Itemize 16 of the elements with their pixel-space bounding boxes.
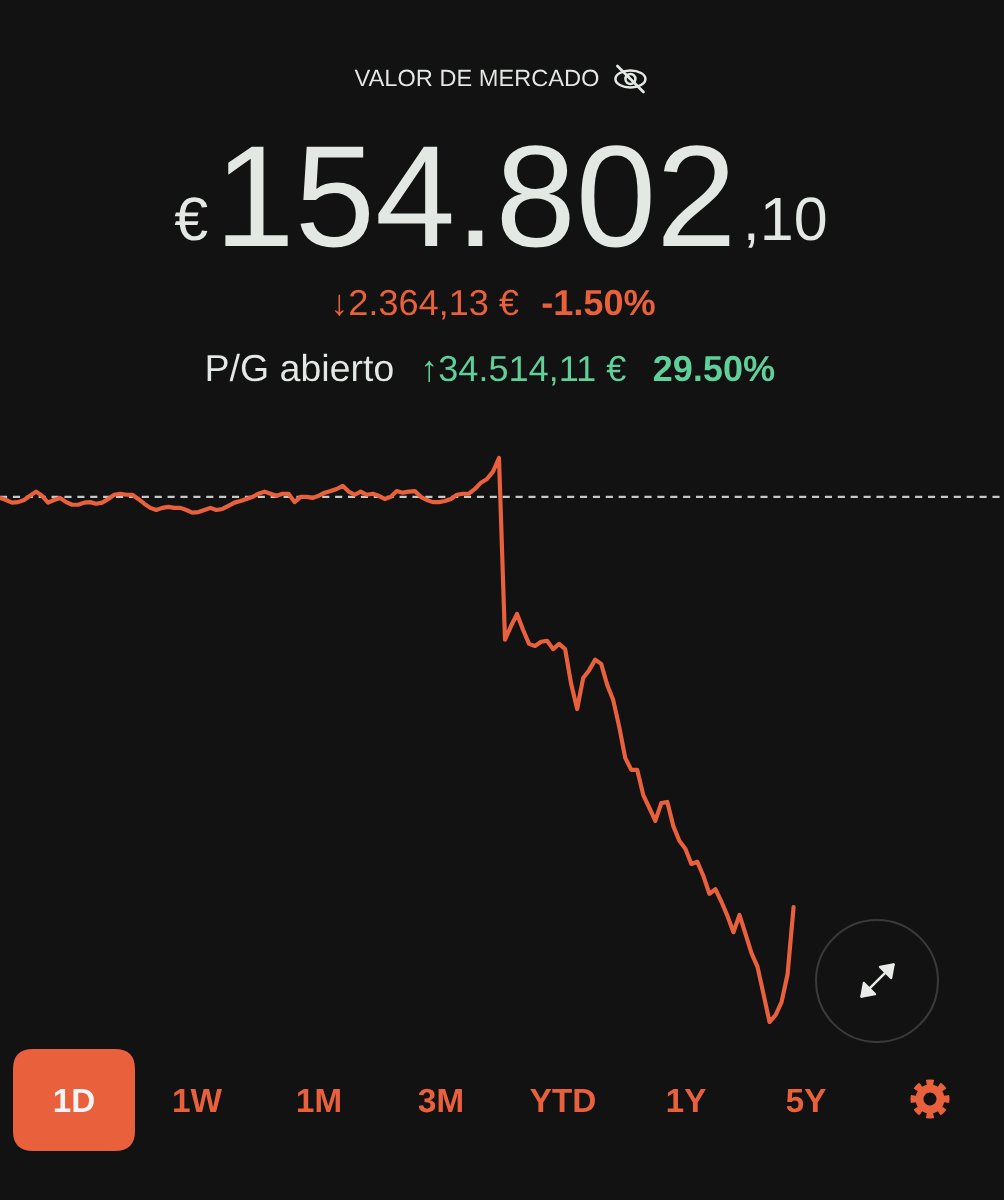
text: 1Y bbox=[667, 1089, 706, 1112]
text: 5Y bbox=[786, 1089, 826, 1113]
text: 1D bbox=[54, 1089, 94, 1112]
chart-title: VALOR DE MERCADO bbox=[354, 69, 599, 87]
text: 1W bbox=[174, 1089, 222, 1112]
text: ,10 bbox=[748, 197, 826, 248]
text: 29.50% bbox=[653, 355, 775, 382]
text: 154.802 bbox=[225, 145, 730, 248]
text: 1M bbox=[297, 1089, 340, 1112]
text: ↓2.364,13 € bbox=[335, 289, 519, 320]
text: P/G abierto bbox=[207, 353, 393, 382]
text: YTD bbox=[530, 1089, 595, 1112]
text: 3M bbox=[418, 1088, 462, 1113]
text: € bbox=[174, 197, 208, 241]
text: ↑34.514,11 € bbox=[424, 355, 626, 386]
text: -1.50% bbox=[542, 289, 655, 316]
